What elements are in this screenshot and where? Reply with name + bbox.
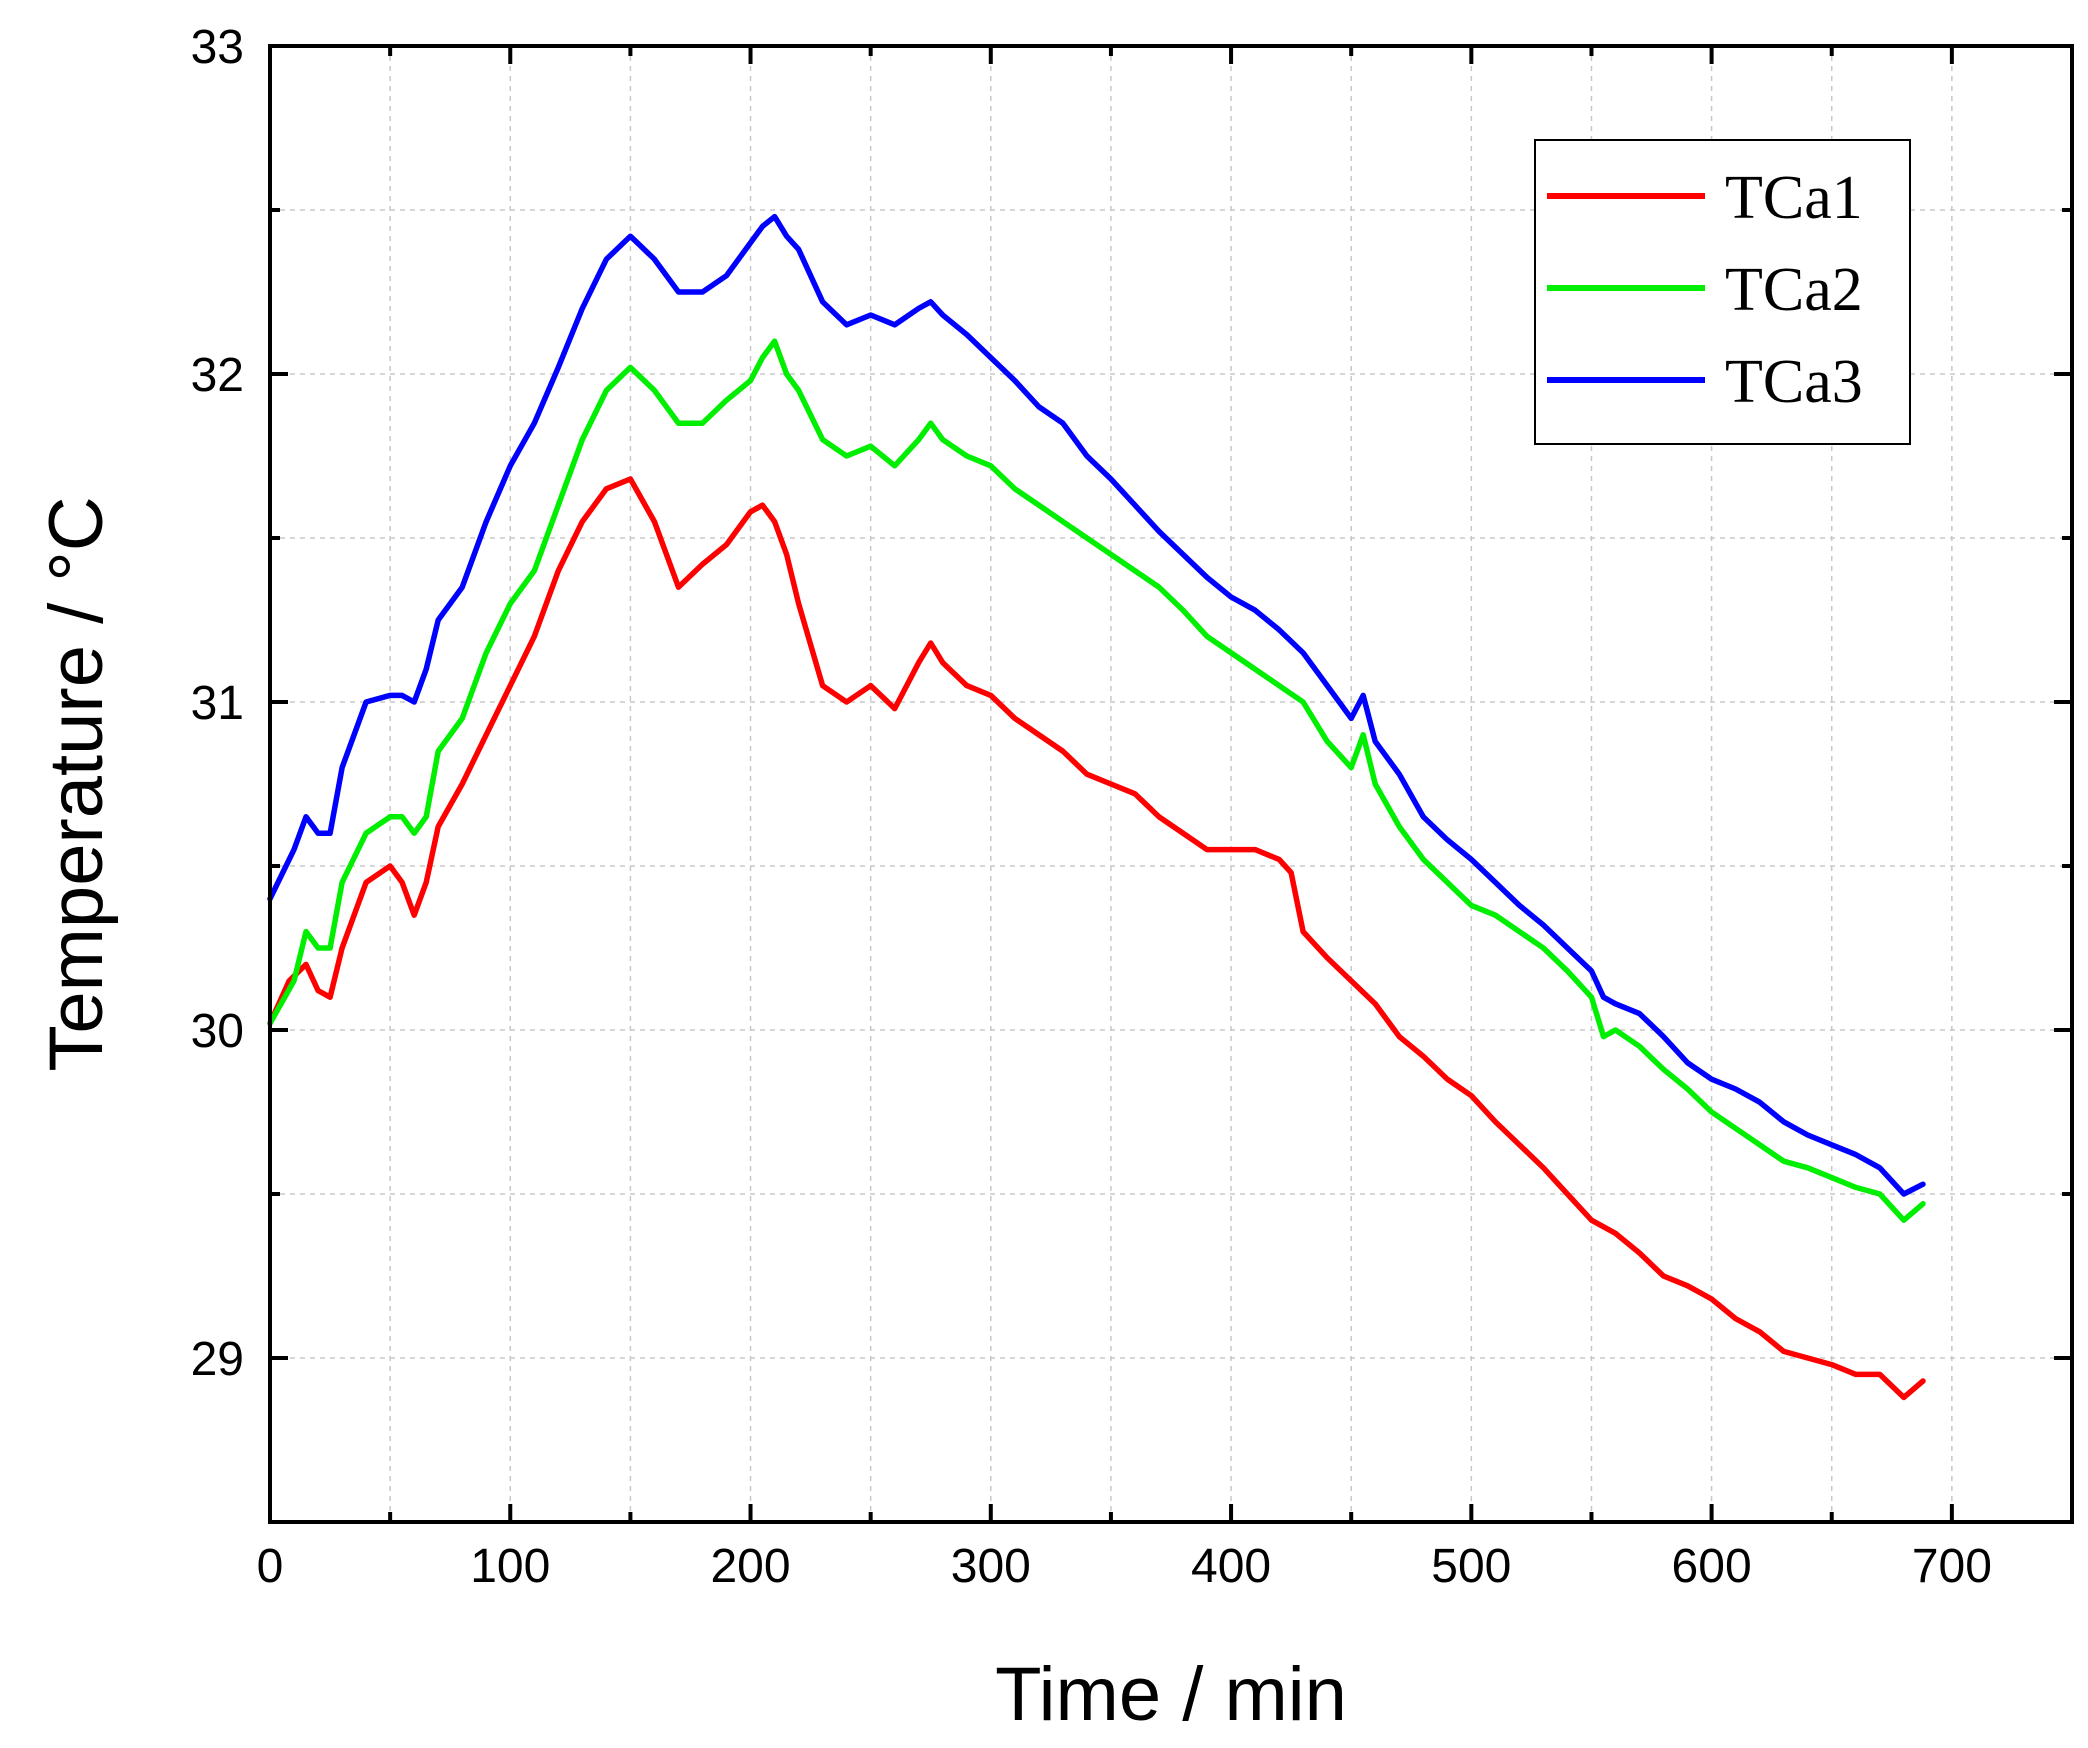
y-tick-label: 29 (191, 1333, 244, 1386)
y-tick-label: 32 (191, 349, 244, 402)
y-axis-title: Temperature / °C (34, 496, 119, 1071)
x-tick-label: 700 (1912, 1540, 1992, 1593)
x-tick-label: 0 (257, 1540, 284, 1593)
y-tick-label: 30 (191, 1005, 244, 1058)
y-tick-label: 31 (191, 677, 244, 730)
x-tick-label: 100 (470, 1540, 550, 1593)
x-tick-label: 300 (951, 1540, 1031, 1593)
x-tick-label: 600 (1672, 1540, 1752, 1593)
y-tick-label: 33 (191, 21, 244, 74)
legend-label-tca2: TCa2 (1725, 256, 1863, 324)
x-tick-label: 500 (1431, 1540, 1511, 1593)
series-line-tca2 (267, 338, 1926, 1223)
series-line-tca1 (267, 476, 1926, 1401)
legend: TCa1 TCa2 TCa3 (1534, 139, 1911, 445)
series-line-tca3 (267, 213, 1926, 1197)
series-lines (267, 213, 1926, 1401)
x-axis-title: Time / min (995, 1652, 1347, 1737)
x-tick-label: 400 (1191, 1540, 1271, 1593)
tick-labels: 0 100 200 300 400 500 600 700 29 30 31 32 33 (191, 21, 1992, 1593)
axis-ticks (268, 44, 2074, 1524)
x-tick-label: 200 (710, 1540, 790, 1593)
legend-label-tca3: TCa3 (1725, 348, 1863, 416)
legend-label-tca1: TCa1 (1725, 164, 1863, 232)
legend-box (1534, 139, 1911, 445)
plot-frame (268, 44, 2074, 1524)
